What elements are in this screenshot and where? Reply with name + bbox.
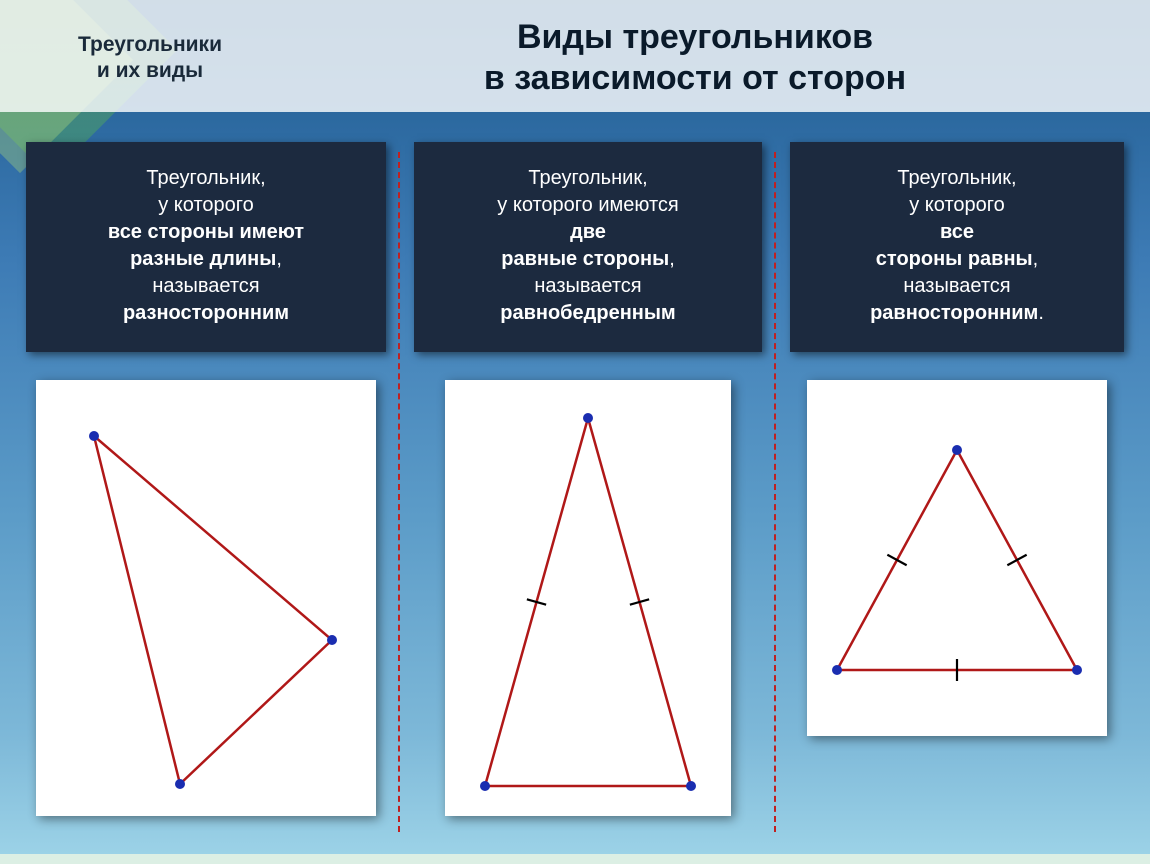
panel-equilateral: Треугольник,у котороговсестороны равны,н… <box>790 142 1124 816</box>
page-title: Виды треугольников в зависимости от стор… <box>270 17 1120 99</box>
definition-box: Треугольник,у котороговсестороны равны,н… <box>790 142 1124 352</box>
separator-line <box>398 152 400 832</box>
page-title-line1: Виды треугольников <box>517 18 873 56</box>
section-label-line1: Треугольники <box>78 33 222 56</box>
figure-box <box>807 380 1107 736</box>
definition-text: Треугольник,у которого имеютсядверавные … <box>497 165 678 327</box>
page-title-line2: в зависимости от сторон <box>484 59 906 97</box>
section-label: Треугольники и их виды <box>30 32 270 85</box>
definition-box: Треугольник,у котороговсе стороны имеютр… <box>26 142 386 352</box>
triangle-svg-equilateral <box>815 388 1099 728</box>
figure-box <box>445 380 731 816</box>
definition-text: Треугольник,у котороговсе стороны имеютр… <box>108 165 304 327</box>
footer-edge <box>0 854 1150 864</box>
figure-box <box>36 380 376 816</box>
triangle-svg-isosceles <box>453 388 723 808</box>
panel-isosceles: Треугольник,у которого имеютсядверавные … <box>414 142 762 816</box>
triangle-svg-scalene <box>44 388 368 808</box>
panel-scalene: Треугольник,у котороговсе стороны имеютр… <box>26 142 386 816</box>
panels-row: Треугольник,у котороговсе стороны имеютр… <box>0 112 1150 816</box>
header: Треугольники и их виды Виды треугольнико… <box>0 0 1150 112</box>
definition-text: Треугольник,у котороговсестороны равны,н… <box>870 165 1044 327</box>
separator-line <box>774 152 776 832</box>
definition-box: Треугольник,у которого имеютсядверавные … <box>414 142 762 352</box>
section-label-line2: и их виды <box>97 59 203 82</box>
